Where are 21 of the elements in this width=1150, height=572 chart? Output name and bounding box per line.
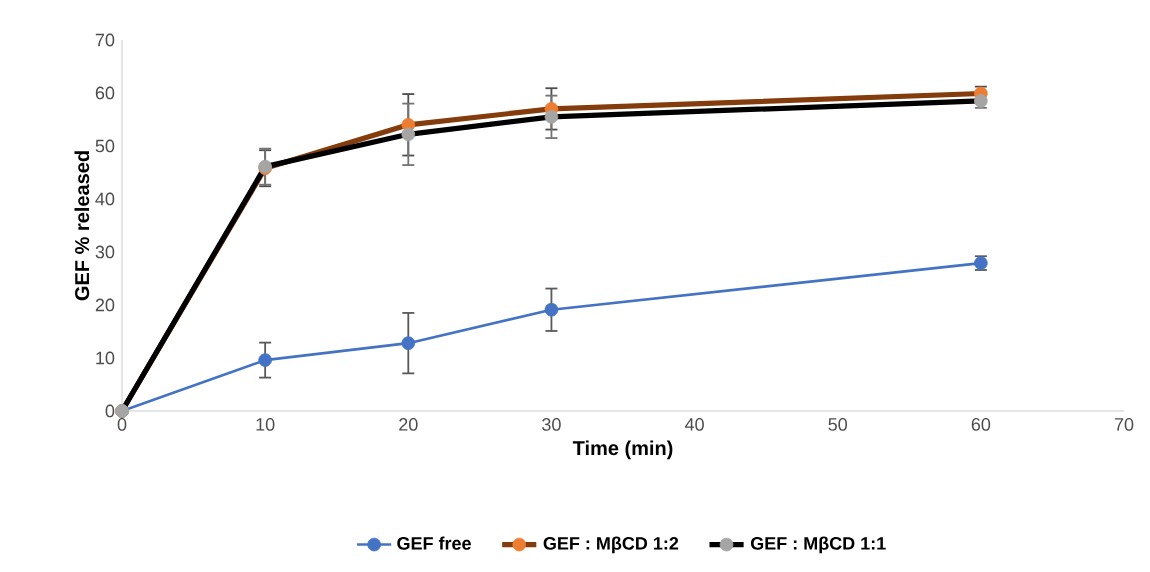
y-tick-label: 40 bbox=[95, 192, 115, 206]
x-tick-label: 0 bbox=[117, 418, 127, 431]
legend-label: GEF : MβCD 1:1 bbox=[750, 536, 886, 554]
y-tick-label: 30 bbox=[95, 245, 115, 259]
x-tick-label: 40 bbox=[684, 418, 704, 431]
legend-label: GEF : MβCD 1:2 bbox=[543, 536, 679, 554]
x-tick-label: 70 bbox=[1114, 418, 1134, 431]
x-tick-label: 50 bbox=[828, 418, 848, 431]
legend-label: GEF free bbox=[397, 536, 471, 550]
x-tick-label: 20 bbox=[399, 418, 418, 431]
y-tick-label: 10 bbox=[96, 351, 115, 365]
x-tick-label: 10 bbox=[256, 418, 275, 431]
y-tick-label: 20 bbox=[95, 298, 115, 312]
y-axis-title: GEF % released bbox=[74, 151, 90, 301]
y-tick-label: 0 bbox=[105, 404, 115, 418]
x-axis-title: Time (min) bbox=[572, 440, 673, 460]
y-tick-label: 60 bbox=[95, 86, 115, 100]
x-tick-label: 60 bbox=[971, 418, 991, 431]
y-tick-label: 50 bbox=[95, 139, 115, 153]
y-tick-label: 70 bbox=[95, 33, 115, 47]
x-tick-label: 30 bbox=[542, 418, 561, 431]
